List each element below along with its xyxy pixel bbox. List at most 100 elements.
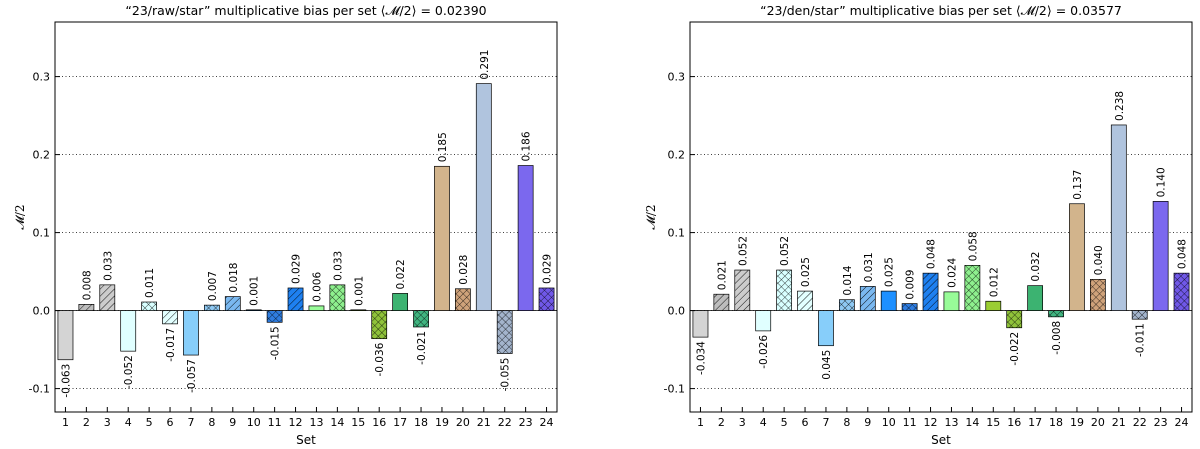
- chart-1-y-axis-label: 𝓜/2: [13, 204, 27, 229]
- chart-2-xtick-label: 20: [1091, 416, 1105, 429]
- chart-1-data-label-2: 0.008: [81, 270, 93, 300]
- chart-1-xtick-label: 13: [309, 416, 323, 429]
- chart-1-data-label-1: -0.063: [60, 364, 72, 398]
- chart-2-data-label-20: 0.040: [1093, 245, 1105, 275]
- chart-2-xtick-label: 14: [965, 416, 979, 429]
- chart-1-data-label-16: -0.036: [374, 342, 386, 376]
- chart-2-y-axis-label: 𝓜/2: [644, 204, 658, 229]
- chart-2-bar-hatch-22: [1132, 310, 1148, 320]
- chart-2-bar-hatch-11: [902, 303, 918, 311]
- chart-2-bar-hatch-16: [1006, 310, 1022, 328]
- chart-1-bar-hatch-22: [497, 310, 513, 354]
- chart-1-xtick-label: 17: [393, 416, 407, 429]
- chart-1-xtick-label: 12: [289, 416, 303, 429]
- chart-1-bar-21: [475, 83, 492, 311]
- chart-2-data-label-15: 0.012: [988, 267, 1000, 297]
- chart-2-xtick-label: 24: [1175, 416, 1189, 429]
- chart-2-bar-hatch-24: [1174, 273, 1190, 311]
- chart-1-bar-4: [120, 310, 137, 352]
- chart-1-data-label-5: 0.011: [144, 268, 156, 298]
- chart-panel-2: “23/den/star” multiplicative bias per se…: [644, 3, 1193, 447]
- chart-1-x-axis-label: Set: [296, 433, 316, 447]
- chart-2-xtick-label: 7: [822, 416, 829, 429]
- chart-1-xtick-label: 19: [435, 416, 449, 429]
- chart-1-data-label-14: 0.033: [332, 251, 344, 281]
- chart-1-bar-hatch-12: [288, 287, 304, 311]
- chart-2-bar-hatch-3: [734, 270, 750, 311]
- chart-2-bar-hatch-14: [964, 265, 980, 311]
- chart-1-bar-17: [392, 293, 409, 311]
- chart-1-data-label-21: 0.291: [479, 50, 491, 80]
- chart-1-bar-hatch-3: [99, 284, 115, 311]
- chart-1-bar-hatch-9: [225, 296, 241, 311]
- chart-2-xtick-label: 19: [1070, 416, 1084, 429]
- chart-2-data-label-17: 0.032: [1030, 252, 1042, 282]
- chart-1-data-label-12: 0.029: [291, 254, 303, 284]
- chart-2-bar-hatch-9: [860, 286, 876, 311]
- chart-2-xtick-label: 21: [1112, 416, 1126, 429]
- chart-1-title: “23/raw/star” multiplicative bias per se…: [125, 3, 486, 18]
- chart-1-xtick-label: 6: [167, 416, 174, 429]
- chart-2-bar-10: [880, 290, 897, 311]
- chart-1-data-label-6: -0.017: [165, 328, 177, 362]
- chart-2-data-label-24: 0.048: [1177, 239, 1189, 269]
- chart-panel-1: “23/raw/star” multiplicative bias per se…: [13, 3, 558, 447]
- chart-2-bar-23: [1152, 201, 1169, 311]
- chart-1-data-label-4: -0.052: [123, 355, 135, 389]
- chart-1-bar-hatch-5: [141, 302, 157, 311]
- chart-1-data-label-18: -0.021: [416, 331, 428, 365]
- chart-2-xtick-label: 17: [1028, 416, 1042, 429]
- chart-2-data-label-1: -0.034: [695, 341, 707, 375]
- chart-1-xtick-label: 23: [519, 416, 533, 429]
- chart-2-plot-area: [689, 21, 1193, 413]
- chart-1-xtick-label: 9: [229, 416, 236, 429]
- chart-2-xtick-label: 18: [1049, 416, 1063, 429]
- chart-2-xtick-label: 16: [1007, 416, 1021, 429]
- chart-2-ytick-label: 0.0: [668, 305, 686, 318]
- chart-2-xtick-label: 23: [1154, 416, 1168, 429]
- chart-2-bar-21: [1110, 124, 1127, 311]
- chart-2-xtick-label: 15: [986, 416, 1000, 429]
- chart-1-xtick-label: 16: [372, 416, 386, 429]
- chart-1-bar-hatch-24: [539, 287, 555, 311]
- chart-2-data-label-22: -0.011: [1135, 323, 1147, 357]
- chart-1-plot-area: [54, 21, 558, 413]
- chart-2-xtick-label: 6: [802, 416, 809, 429]
- chart-1-data-label-9: 0.018: [228, 262, 240, 292]
- chart-2-ytick-label: -0.1: [664, 383, 685, 396]
- chart-2-xtick-label: 22: [1133, 416, 1147, 429]
- chart-2-data-label-23: 0.140: [1156, 167, 1168, 197]
- chart-1-data-label-20: 0.028: [458, 255, 470, 285]
- chart-2-bar-hatch-20: [1090, 279, 1106, 311]
- chart-2-data-label-6: 0.025: [800, 257, 812, 287]
- chart-2-title: “23/den/star” multiplicative bias per se…: [760, 3, 1122, 18]
- chart-1-data-label-11: -0.015: [270, 326, 282, 360]
- chart-1-data-label-10: 0.001: [249, 276, 261, 306]
- chart-2-xtick-label: 9: [864, 416, 871, 429]
- chart-2-data-label-8: 0.014: [842, 265, 854, 295]
- chart-2-bar-4: [755, 310, 772, 332]
- chart-2-bar-hatch-2: [713, 294, 729, 311]
- chart-2-ytick-label: 0.2: [668, 149, 686, 162]
- chart-2-xtick-label: 2: [718, 416, 725, 429]
- chart-1-data-label-3: 0.033: [102, 251, 114, 281]
- chart-2-data-label-5: 0.052: [779, 236, 791, 266]
- chart-1-bar-13: [308, 305, 325, 311]
- chart-1-ytick-label: 0.0: [33, 305, 51, 318]
- chart-1-data-label-15: 0.001: [353, 276, 365, 306]
- chart-2-bar-hatch-8: [839, 299, 855, 311]
- chart-1-xtick-label: 11: [268, 416, 282, 429]
- chart-1-ytick-label: 0.3: [33, 71, 51, 84]
- chart-2-xtick-label: 1: [697, 416, 704, 429]
- chart-2-ytick-label: 0.3: [668, 71, 686, 84]
- chart-2-xtick-label: 3: [739, 416, 746, 429]
- chart-2-bar-15: [985, 300, 1002, 311]
- chart-2-ytick-label: 0.1: [668, 227, 686, 240]
- chart-1-data-label-22: -0.055: [500, 358, 512, 392]
- chart-1-data-label-23: 0.186: [521, 131, 533, 161]
- chart-1-xtick-label: 8: [208, 416, 215, 429]
- chart-2-data-label-9: 0.031: [863, 252, 875, 282]
- chart-2-data-label-7: 0.045: [821, 350, 833, 380]
- chart-1-bar-hatch-11: [267, 310, 283, 323]
